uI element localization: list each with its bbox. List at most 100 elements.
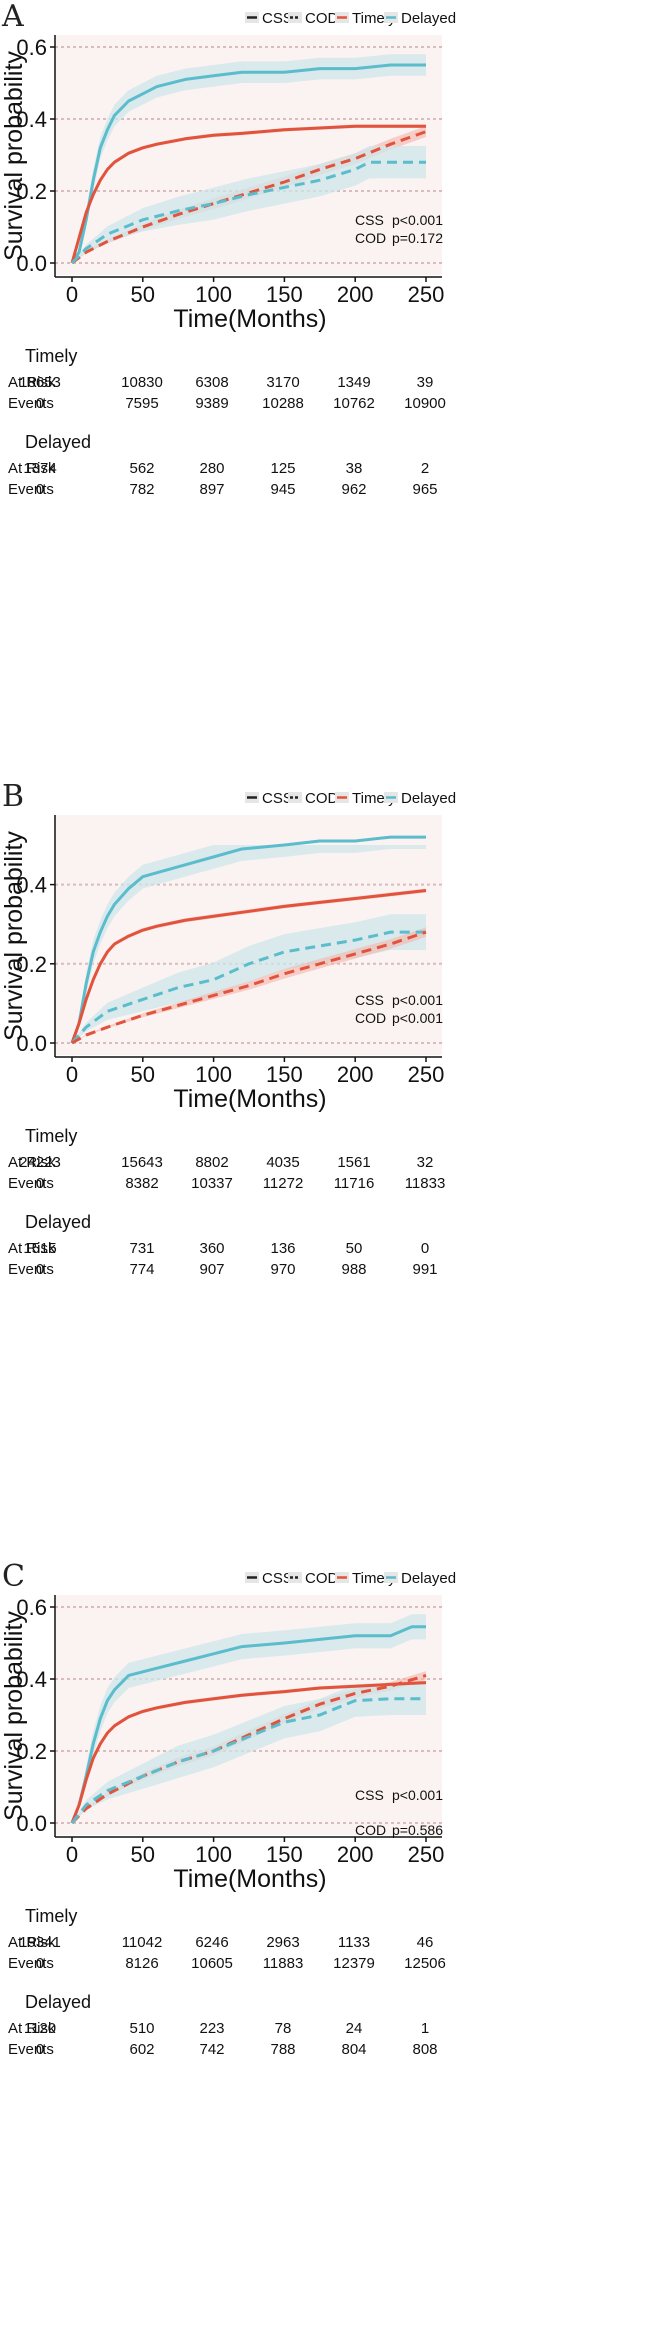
risk-cell-value: 1515: [23, 1240, 56, 1257]
risk-cell-value: 12379: [333, 1955, 375, 1972]
risk-cell-value: 11042: [122, 1934, 163, 1951]
risk-row-label: At Risk: [8, 374, 56, 391]
risk-cell-value: 808: [412, 2041, 437, 2058]
legend-label-delayed: Delayed: [401, 790, 456, 807]
legend-item-cod: COD: [288, 10, 339, 27]
p-value-annotation: CSS p<0.001 COD p<0.001: [355, 992, 443, 1026]
km-chart-a: A CSS COD Timely Delayed 0.0 0.2 0.4 0.6 0 50 100 15…: [0, 0, 456, 498]
risk-row-label: Events: [8, 481, 54, 498]
risk-cell-value: 78: [275, 2020, 292, 2037]
series-group: [70, 54, 427, 265]
risk-cell-value: 360: [199, 1240, 224, 1257]
risk-cell-value: 6246: [195, 1934, 228, 1951]
risk-group-title: Delayed: [25, 1992, 91, 2012]
risk-cell-value: 10900: [404, 395, 446, 412]
risk-cell-value: 280: [199, 460, 224, 477]
ci-band-delayed-cod: [72, 146, 426, 263]
risk-row-label: At Risk: [8, 1934, 56, 1951]
y-axis-title: Survival probability: [0, 831, 28, 1041]
x-tick-label: 50: [131, 1062, 155, 1087]
risk-cell-value: 1120: [24, 2020, 56, 2037]
x-axis-title: Time(Months): [173, 305, 326, 333]
risk-group-title: Timely: [25, 1906, 77, 1926]
x-tick-label: 200: [337, 1062, 374, 1087]
risk-cell-value: 0: [36, 481, 44, 498]
risk-cell-value: 0: [421, 1240, 429, 1257]
curve-delayed-css: [70, 835, 426, 1044]
y-tick-label: 0.4: [16, 107, 47, 132]
risk-cell-value: 10605: [191, 1955, 233, 1972]
curve-delayed-cod: [70, 930, 426, 1044]
risk-row-label: Events: [8, 395, 54, 412]
y-axis-title: Survival probability: [0, 1611, 28, 1821]
legend-label-cod: COD: [305, 1570, 339, 1587]
y-tick-label: 0.2: [16, 179, 47, 204]
risk-cell-value: 510: [129, 2020, 154, 2037]
risk-group-title: Delayed: [25, 1212, 91, 1232]
x-tick-label: 100: [195, 1062, 232, 1087]
legend-item-cod: COD: [288, 790, 339, 807]
risk-group-title: Timely: [25, 1126, 77, 1146]
risk-cell-value: 10830: [121, 374, 163, 391]
x-tick-label: 150: [266, 282, 303, 307]
risk-cell-value: 562: [129, 460, 154, 477]
css-label: CSS: [355, 212, 384, 228]
x-tick-label: 100: [195, 282, 232, 307]
risk-cell-value: 962: [341, 481, 366, 498]
risk-cell-value: 39: [417, 374, 434, 391]
km-chart-b: B CSS COD Timely Delayed 0.0 0.2 0.4 0 50 100 150 20…: [0, 779, 456, 1278]
legend-label-css: CSS: [262, 790, 293, 807]
y-tick-label: 0.0: [16, 1811, 47, 1836]
curve-delayed-css: [70, 63, 426, 264]
risk-row-label: At Risk: [8, 460, 56, 477]
risk-cell-value: 136: [270, 1240, 295, 1257]
risk-cell-value: 0: [36, 1175, 44, 1192]
legend-item-delayed: Delayed: [384, 1570, 456, 1587]
ci-band-delayed-cod: [72, 914, 426, 1043]
risk-cell-value: 6308: [195, 374, 228, 391]
legend-item-css: CSS: [245, 790, 293, 807]
risk-cell-value: 10288: [262, 395, 304, 412]
y-axis-title: Survival probability: [0, 51, 28, 261]
risk-cell-value: 24223: [19, 1154, 61, 1171]
legend: CSS COD Timely Delayed: [245, 790, 456, 807]
risk-cell-value: 19341: [19, 1934, 61, 1951]
x-tick-label: 50: [131, 282, 155, 307]
risk-cell-value: 1349: [337, 374, 370, 391]
ci-band-timely-cod: [72, 927, 426, 1043]
risk-cell-value: 10337: [191, 1175, 233, 1192]
x-axis-title: Time(Months): [173, 1865, 326, 1893]
risk-cell-value: 223: [199, 2020, 224, 2037]
risk-cell-value: 0: [36, 1955, 44, 1972]
risk-cell-value: 991: [412, 1261, 437, 1278]
risk-cell-value: 970: [270, 1261, 295, 1278]
risk-cell-value: 965: [412, 481, 437, 498]
panel-a: A CSS COD Timely Delayed 0.0 0.2 0.4 0.6 0 50 100 15…: [0, 0, 665, 780]
legend-label-css: CSS: [262, 1570, 293, 1587]
risk-cell-value: 8126: [125, 1955, 158, 1972]
curve-timely-css: [70, 124, 426, 264]
risk-cell-value: 804: [341, 2041, 366, 2058]
risk-row-label: Events: [8, 2041, 54, 2058]
risk-cell-value: 907: [199, 1261, 224, 1278]
curve-delayed-css: [70, 1625, 426, 1824]
legend-item-delayed: Delayed: [384, 790, 456, 807]
risk-cell-value: 1374: [23, 460, 56, 477]
y-tick-label: 0.6: [16, 1595, 47, 1620]
x-tick-label: 0: [66, 1842, 78, 1867]
x-tick-label: 250: [408, 1842, 445, 1867]
curve-timely-cod: [71, 130, 427, 265]
curve-timely-cod: [71, 930, 427, 1045]
risk-row-label: At Risk: [8, 1154, 56, 1171]
risk-cell-value: 18653: [19, 374, 61, 391]
risk-cell-value: 782: [129, 481, 154, 498]
risk-cell-value: 15643: [121, 1154, 163, 1171]
risk-cell-value: 742: [199, 2041, 224, 2058]
risk-cell-value: 0: [36, 1261, 44, 1278]
